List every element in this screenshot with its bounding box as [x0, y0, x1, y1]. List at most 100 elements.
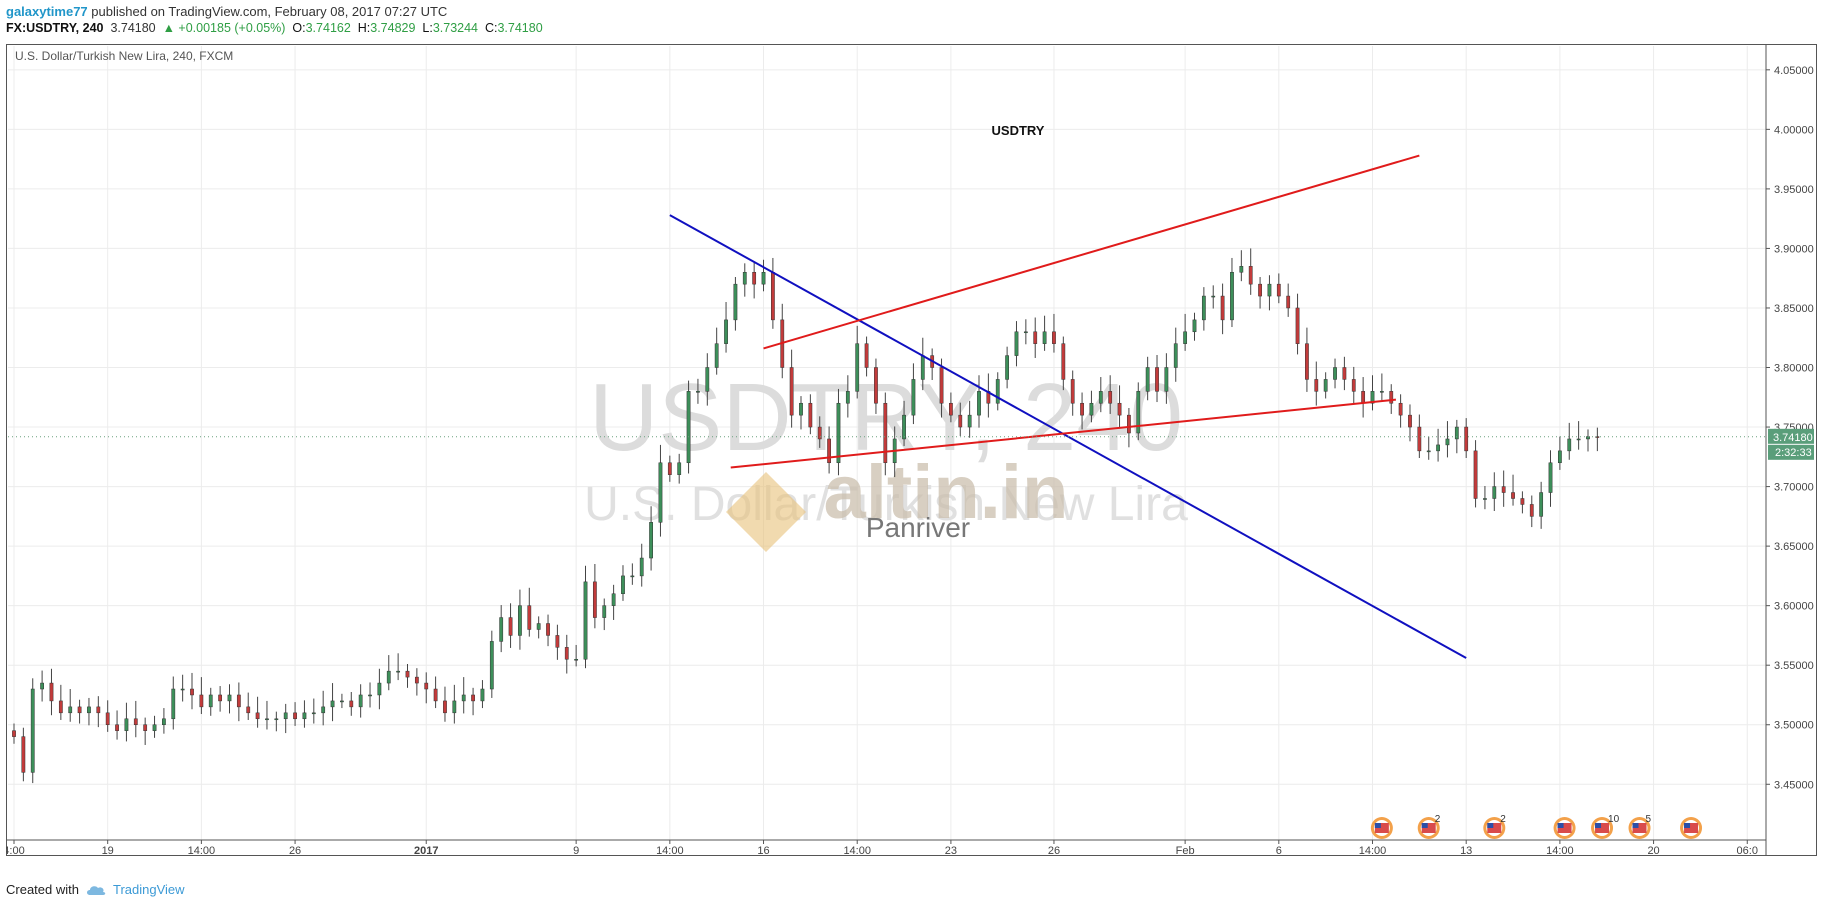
candle-body [855, 343, 860, 392]
candle-body [340, 700, 344, 703]
candle-body [1539, 492, 1544, 517]
y-tick-label: 3.95000 [1774, 184, 1814, 196]
candle-body [218, 694, 223, 702]
candle-body [1342, 367, 1347, 380]
candle-body [58, 700, 63, 714]
economic-event-flag-icon[interactable]: 5 [1628, 814, 1652, 839]
us-flag-canton [1684, 823, 1691, 828]
candle-body [1098, 391, 1103, 404]
candle-body [1511, 492, 1515, 499]
candle-body [967, 414, 972, 428]
last-price-tag [1768, 428, 1814, 444]
candle-body [199, 694, 204, 708]
candle-body [799, 402, 803, 416]
us-flag-icon [1487, 823, 1502, 833]
candle-body [1286, 295, 1291, 309]
candle-body [939, 367, 944, 404]
economic-event-flag-icon[interactable]: 10 [1591, 814, 1620, 839]
candle-body [349, 700, 354, 708]
candle-body [902, 414, 906, 440]
economic-event-flag-icon[interactable]: 2 [1417, 814, 1441, 839]
open-value: 3.74162 [305, 21, 351, 35]
economic-event-flag-icon[interactable] [1680, 817, 1703, 839]
low-label: L: [422, 21, 433, 35]
us-flag-icon [1374, 823, 1389, 833]
x-tick-label: 9 [573, 845, 579, 856]
candle-body [143, 724, 148, 731]
candle-body [414, 676, 419, 684]
candle-body [133, 718, 138, 725]
candle-body [883, 402, 888, 464]
candle-body [920, 355, 925, 380]
candle-body [1314, 379, 1319, 392]
candle-body [87, 706, 91, 714]
candle-body [770, 271, 775, 321]
candle-body [443, 700, 447, 714]
y-tick-label: 3.80000 [1774, 363, 1814, 375]
us-flag-icon [1421, 823, 1436, 833]
candle-body [752, 271, 757, 285]
candle-body [518, 605, 522, 636]
candle-body [96, 706, 101, 714]
y-tick-label: 3.60000 [1774, 601, 1814, 613]
economic-event-flag-icon[interactable] [1370, 817, 1393, 839]
open-label: O: [292, 21, 306, 35]
close-label: C: [484, 21, 498, 35]
candle-body [1436, 444, 1440, 452]
economic-event-flag-icon[interactable]: 2 [1483, 814, 1506, 839]
candle-body [1023, 331, 1028, 334]
candle-body [12, 730, 16, 737]
candle-body [724, 319, 728, 344]
trendline-red-upper [763, 154, 1420, 350]
footer: Created with TradingView [6, 882, 185, 897]
countdown-label: 2:32:33 [1775, 447, 1812, 459]
tradingview-link[interactable]: TradingView [112, 882, 185, 897]
close-value: 3.74180 [497, 21, 543, 35]
candle-body [1464, 426, 1469, 452]
x-tick-label: 23 [945, 845, 957, 856]
candle-body [171, 688, 176, 720]
last-price-label: 3.74180 [1773, 432, 1813, 444]
high-label: H: [357, 21, 371, 35]
candle-body [1333, 367, 1337, 380]
candle-body [1267, 283, 1272, 297]
altin-logo-icon [726, 472, 806, 552]
candle-body [227, 694, 232, 702]
us-flag-canton [1557, 823, 1564, 828]
candle-body [1108, 391, 1113, 404]
candle-body [208, 694, 213, 708]
x-tick-label: 26 [1048, 845, 1060, 856]
candle-body [1042, 331, 1047, 344]
economic-event-flag-icon[interactable] [1553, 817, 1576, 839]
candle-body [105, 712, 110, 725]
candle-body [162, 718, 166, 725]
candle-body [1080, 402, 1084, 416]
candle-body [255, 712, 260, 720]
candle-body [630, 575, 635, 578]
y-tick-label: 4.05000 [1774, 65, 1814, 77]
author-link[interactable]: galaxytime77 [6, 4, 88, 19]
candle-body [1211, 295, 1216, 298]
candle-body [1351, 379, 1356, 392]
candle-body [471, 694, 475, 702]
y-tick-label: 3.70000 [1774, 482, 1814, 494]
candle-body [77, 706, 82, 714]
candle-body [68, 706, 73, 714]
watermark-author: Panriver [866, 512, 970, 543]
candle-body [499, 617, 504, 642]
candle-body [1557, 450, 1562, 464]
candle-body [246, 706, 251, 714]
candle-body [1501, 486, 1506, 493]
candle-body [864, 343, 869, 368]
candle-body [1567, 438, 1572, 452]
candle-body [686, 391, 691, 464]
x-tick-label: 16 [757, 845, 769, 856]
candle-body [817, 426, 822, 440]
candle-body [1239, 266, 1244, 273]
candle-body [1220, 295, 1225, 321]
us-flag-icon [1595, 823, 1610, 833]
x-tick-label: 19 [102, 845, 114, 856]
candle-body [527, 605, 532, 630]
candle-body [377, 682, 382, 696]
